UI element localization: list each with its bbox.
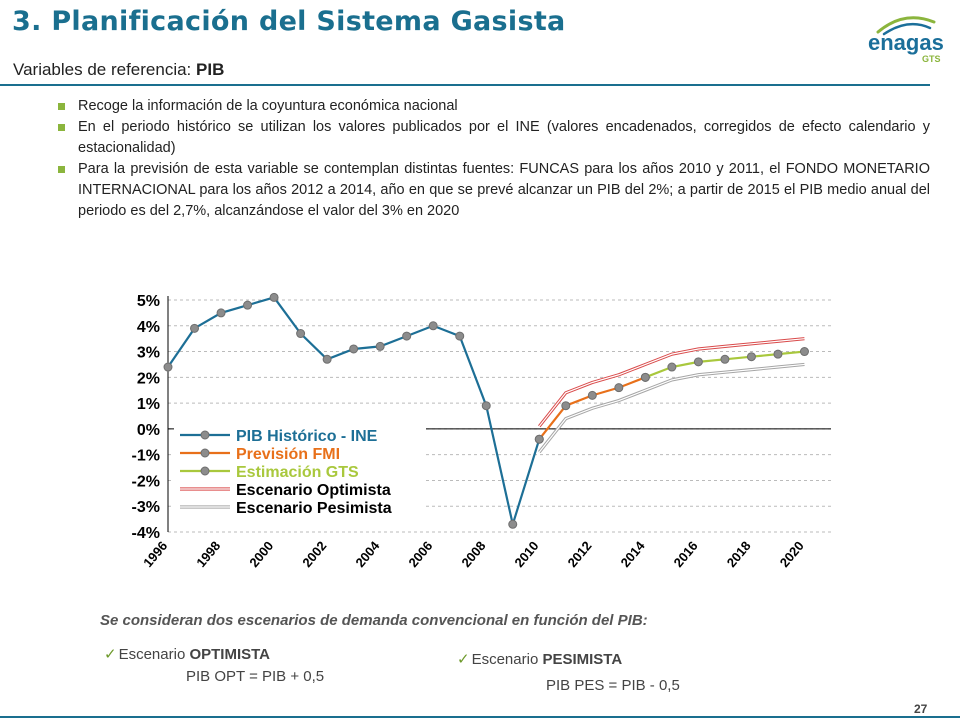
subtitle-prefix: Variables de referencia: <box>13 60 192 79</box>
data-point <box>799 347 809 357</box>
x-tick-label: 2002 <box>299 538 329 570</box>
svg-text:GTS: GTS <box>922 54 941 64</box>
x-tick-label: 2006 <box>405 538 435 570</box>
scenarios-heading: Se consideran dos escenarios de demanda … <box>100 612 648 629</box>
y-tick-label: -2% <box>132 473 160 490</box>
data-point <box>455 331 465 341</box>
legend-swatch-marker <box>200 430 210 440</box>
y-tick-label: -1% <box>132 448 160 465</box>
bullet-text: Recoge la información de la coyuntura ec… <box>78 98 458 114</box>
y-tick-label: 1% <box>137 396 160 413</box>
checkmark-icon: ✓ <box>457 651 470 668</box>
data-point <box>428 321 438 331</box>
data-point <box>640 372 650 382</box>
data-point <box>667 362 677 372</box>
legend-label: Escenario Pesimista <box>236 500 392 517</box>
data-point <box>375 341 385 351</box>
x-tick-label: 1996 <box>140 538 170 570</box>
y-tick-label: -3% <box>132 499 160 516</box>
page-title: 3. Planificación del Sistema Gasista <box>12 6 566 37</box>
legend-label: PIB Histórico - INE <box>236 428 378 445</box>
legend-label: Estimación GTS <box>236 464 359 481</box>
pib-line-chart: 5% 4% 3% 2% 1% 0% -1% -2% -3% -4%1996 1998 2000 2002… <box>132 292 831 570</box>
title-divider <box>0 84 930 86</box>
y-tick-label: 5% <box>137 293 160 310</box>
y-tick-label: 4% <box>137 319 160 336</box>
data-point <box>190 323 200 333</box>
bullet-list: Recoge la información de la coyuntura ec… <box>58 96 930 222</box>
formula-optimista: PIB OPT = PIB + 0,5 <box>186 668 325 685</box>
data-point <box>349 344 359 354</box>
page-number: 27 <box>914 702 928 716</box>
legend-label: Previsión FMI <box>236 446 340 463</box>
scenario-name: PESIMISTA <box>542 651 623 668</box>
subtitle-variable: PIB <box>196 60 225 79</box>
svg-text:enagas: enagas <box>868 30 944 55</box>
data-point <box>746 352 756 362</box>
series-line-core <box>538 363 805 453</box>
footer-divider <box>0 716 960 718</box>
data-point <box>587 390 597 400</box>
page-subtitle: Variables de referencia: PIB <box>13 60 224 80</box>
square-bullet-icon <box>58 124 65 131</box>
bullet-text: Para la previsión de esta variable se co… <box>78 161 930 219</box>
scenario-optimista: ✓ Escenario OPTIMISTA <box>104 645 270 663</box>
formula-pesimista: PIB PES = PIB - 0,5 <box>546 677 680 694</box>
data-point <box>720 354 730 364</box>
y-tick-label: 3% <box>137 345 160 362</box>
x-tick-label: 2010 <box>511 538 541 570</box>
data-point <box>243 300 253 310</box>
square-bullet-icon <box>58 166 65 173</box>
data-point <box>163 362 173 372</box>
scenario-prefix: Escenario <box>471 651 539 668</box>
data-point <box>216 308 226 318</box>
data-point <box>508 519 518 529</box>
bullet-item: Para la previsión de esta variable se co… <box>58 159 930 222</box>
x-tick-label: 2004 <box>352 538 383 570</box>
data-point <box>773 349 783 359</box>
data-point <box>269 292 279 302</box>
data-point <box>561 401 571 411</box>
series-line-core <box>538 338 805 427</box>
checkmark-icon: ✓ <box>104 646 117 663</box>
scenario-prefix: Escenario <box>118 646 186 663</box>
logo-swoosh-icon <box>876 16 936 36</box>
data-point <box>614 383 624 393</box>
data-point <box>534 434 544 444</box>
enagas-logo: enagas GTS <box>868 16 944 64</box>
data-point <box>296 329 306 339</box>
legend-label: Escenario Optimista <box>236 482 391 499</box>
scenario-name: OPTIMISTA <box>189 646 271 663</box>
x-tick-label: 2012 <box>565 538 595 570</box>
bullet-text: En el periodo histórico se utilizan los … <box>78 119 930 156</box>
x-tick-label: 2020 <box>777 538 807 570</box>
x-tick-label: 2000 <box>246 538 276 570</box>
y-tick-label: 2% <box>137 370 160 387</box>
bullet-item: Recoge la información de la coyuntura ec… <box>58 96 930 117</box>
y-tick-label: 0% <box>137 422 160 439</box>
data-point <box>402 331 412 341</box>
data-point <box>481 401 491 411</box>
data-point <box>322 354 332 364</box>
x-tick-label: 2016 <box>671 538 701 570</box>
scenario-pesimista: ✓ Escenario PESIMISTA <box>457 650 622 668</box>
bullet-item: En el periodo histórico se utilizan los … <box>58 117 930 159</box>
x-tick-label: 2008 <box>458 538 488 570</box>
legend-swatch-marker <box>200 448 210 458</box>
x-tick-label: 1998 <box>193 538 223 570</box>
x-tick-label: 2014 <box>618 538 649 570</box>
data-point <box>693 357 703 367</box>
square-bullet-icon <box>58 103 65 110</box>
legend-swatch-marker <box>200 466 210 476</box>
x-tick-label: 2018 <box>724 538 754 570</box>
y-tick-label: -4% <box>132 525 160 542</box>
